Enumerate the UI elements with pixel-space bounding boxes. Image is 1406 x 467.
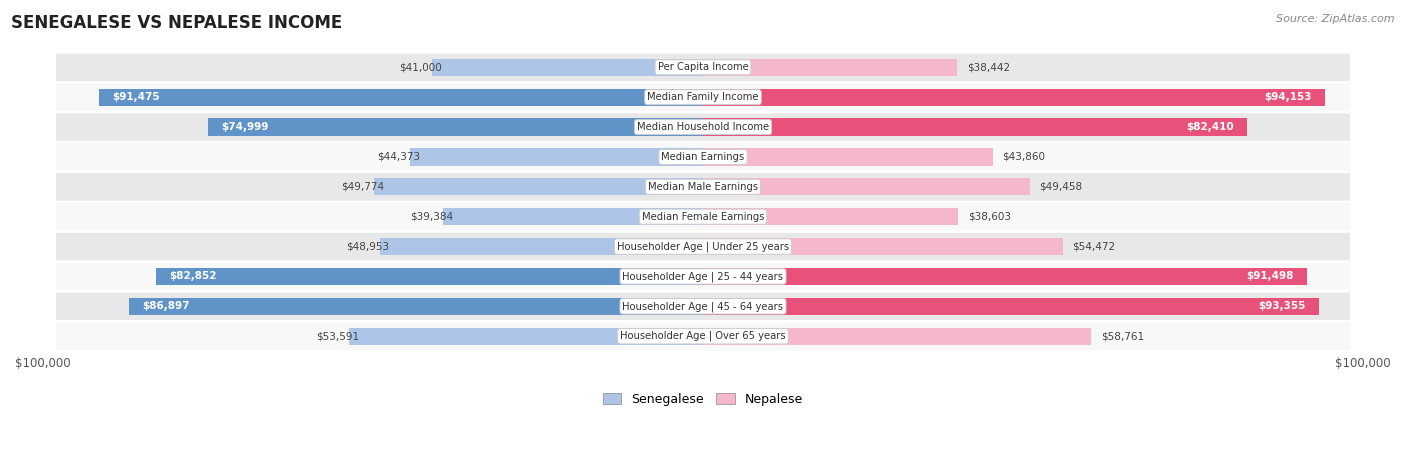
- Bar: [703, 89, 1324, 106]
- Text: $58,761: $58,761: [1101, 331, 1144, 341]
- Text: $54,472: $54,472: [1073, 241, 1115, 252]
- Text: $38,603: $38,603: [967, 212, 1011, 222]
- Bar: [703, 327, 1091, 345]
- Text: $43,860: $43,860: [1002, 152, 1046, 162]
- Text: $49,458: $49,458: [1039, 182, 1083, 192]
- Bar: [703, 238, 1063, 255]
- Text: $94,153: $94,153: [1264, 92, 1312, 102]
- FancyBboxPatch shape: [56, 143, 1350, 170]
- Bar: [129, 297, 703, 315]
- Bar: [703, 297, 1319, 315]
- Bar: [380, 238, 703, 255]
- Text: SENEGALESE VS NEPALESE INCOME: SENEGALESE VS NEPALESE INCOME: [11, 14, 343, 32]
- Text: Median Earnings: Median Earnings: [661, 152, 745, 162]
- Text: $39,384: $39,384: [409, 212, 453, 222]
- Bar: [208, 119, 703, 136]
- Text: Per Capita Income: Per Capita Income: [658, 62, 748, 72]
- Text: $91,475: $91,475: [112, 92, 160, 102]
- FancyBboxPatch shape: [56, 262, 1350, 290]
- Text: $49,774: $49,774: [342, 182, 384, 192]
- Text: $91,498: $91,498: [1247, 271, 1294, 282]
- Bar: [98, 89, 703, 106]
- Text: $82,410: $82,410: [1187, 122, 1234, 132]
- FancyBboxPatch shape: [56, 203, 1350, 230]
- Text: Householder Age | Over 65 years: Householder Age | Over 65 years: [620, 331, 786, 341]
- Bar: [703, 119, 1247, 136]
- FancyBboxPatch shape: [56, 322, 1350, 350]
- Bar: [374, 178, 703, 196]
- FancyBboxPatch shape: [56, 84, 1350, 111]
- Text: $82,852: $82,852: [169, 271, 217, 282]
- Text: Householder Age | Under 25 years: Householder Age | Under 25 years: [617, 241, 789, 252]
- Text: $74,999: $74,999: [221, 122, 269, 132]
- Text: Median Family Income: Median Family Income: [647, 92, 759, 102]
- Text: Median Household Income: Median Household Income: [637, 122, 769, 132]
- Legend: Senegalese, Nepalese: Senegalese, Nepalese: [598, 388, 808, 410]
- Bar: [443, 208, 703, 226]
- Bar: [703, 59, 957, 76]
- Text: $41,000: $41,000: [399, 62, 443, 72]
- Bar: [703, 148, 993, 166]
- Bar: [349, 327, 703, 345]
- FancyBboxPatch shape: [56, 113, 1350, 141]
- Bar: [432, 59, 703, 76]
- Text: $53,591: $53,591: [316, 331, 359, 341]
- Text: $86,897: $86,897: [142, 301, 190, 311]
- Text: $48,953: $48,953: [347, 241, 389, 252]
- Text: $44,373: $44,373: [377, 152, 420, 162]
- Text: Householder Age | 45 - 64 years: Householder Age | 45 - 64 years: [623, 301, 783, 311]
- FancyBboxPatch shape: [56, 173, 1350, 200]
- Text: Householder Age | 25 - 44 years: Householder Age | 25 - 44 years: [623, 271, 783, 282]
- Text: Source: ZipAtlas.com: Source: ZipAtlas.com: [1277, 14, 1395, 24]
- Text: $93,355: $93,355: [1258, 301, 1306, 311]
- FancyBboxPatch shape: [56, 292, 1350, 320]
- Text: $38,442: $38,442: [967, 62, 1010, 72]
- Bar: [156, 268, 703, 285]
- Bar: [703, 268, 1308, 285]
- Text: Median Female Earnings: Median Female Earnings: [641, 212, 765, 222]
- Bar: [411, 148, 703, 166]
- Bar: [703, 178, 1029, 196]
- Text: Median Male Earnings: Median Male Earnings: [648, 182, 758, 192]
- FancyBboxPatch shape: [56, 54, 1350, 81]
- Bar: [703, 208, 957, 226]
- FancyBboxPatch shape: [56, 233, 1350, 260]
